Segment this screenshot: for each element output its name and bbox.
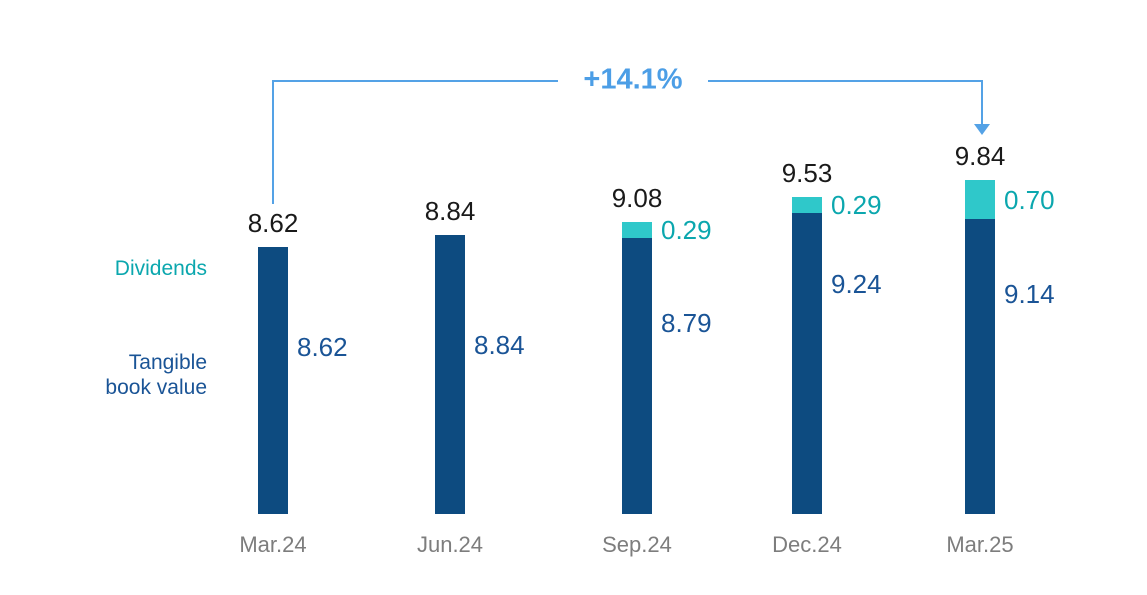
dividends-bar-segment [622,222,652,238]
x-axis-label: Dec.24 [772,532,842,557]
legend-dividends-label: Dividends [114,257,207,280]
dividends-value-label: 0.70 [1004,184,1055,215]
growth-bracket-right-vertical [981,80,983,125]
tangible-book-value-label: 8.62 [297,332,348,362]
dividends-bar-segment [965,180,995,219]
dividends-value-label: 0.29 [661,215,712,245]
x-axis-label: Mar.25 [946,532,1014,557]
tangible-book-value-label: 8.79 [661,308,712,338]
tangible-book-value-bar-segment [965,219,995,514]
dividends-bar-segment [792,197,822,213]
growth-annotation-label: +14.1% [583,63,683,96]
x-axis-label: Jun.24 [416,532,484,557]
tangible-book-value-bar-segment [792,213,822,514]
bar-total-label: 9.84 [954,141,1006,171]
growth-bracket-left-vertical [272,80,274,204]
bar-total-label: 9.08 [611,183,663,213]
x-axis-label: Mar.24 [239,532,307,557]
growth-arrowhead-icon [974,124,990,135]
x-axis-label: Sep.24 [602,532,672,557]
growth-bracket-horizontal-left [272,80,558,82]
dividends-value-label: 0.29 [831,190,882,220]
bar-total-label: 8.62 [247,208,299,238]
growth-bracket-horizontal-right [708,80,983,82]
tangible-book-value-bar-segment [258,247,288,514]
tangible-book-value-label: 8.84 [474,330,525,360]
bar-total-label: 9.53 [781,158,833,188]
tangible-book-value-label: 9.14 [1004,279,1055,309]
legend-tangible-book-value-label: Tangible book value [40,350,207,400]
legend-tangible-line1: Tangible [128,351,207,374]
tangible-book-value-label: 9.24 [831,269,882,299]
tangible-book-value-bar-segment [435,235,465,514]
legend-tangible-line2: book value [105,376,207,399]
tangible-book-value-bar-segment [622,238,652,514]
bar-total-label: 8.84 [424,196,476,226]
